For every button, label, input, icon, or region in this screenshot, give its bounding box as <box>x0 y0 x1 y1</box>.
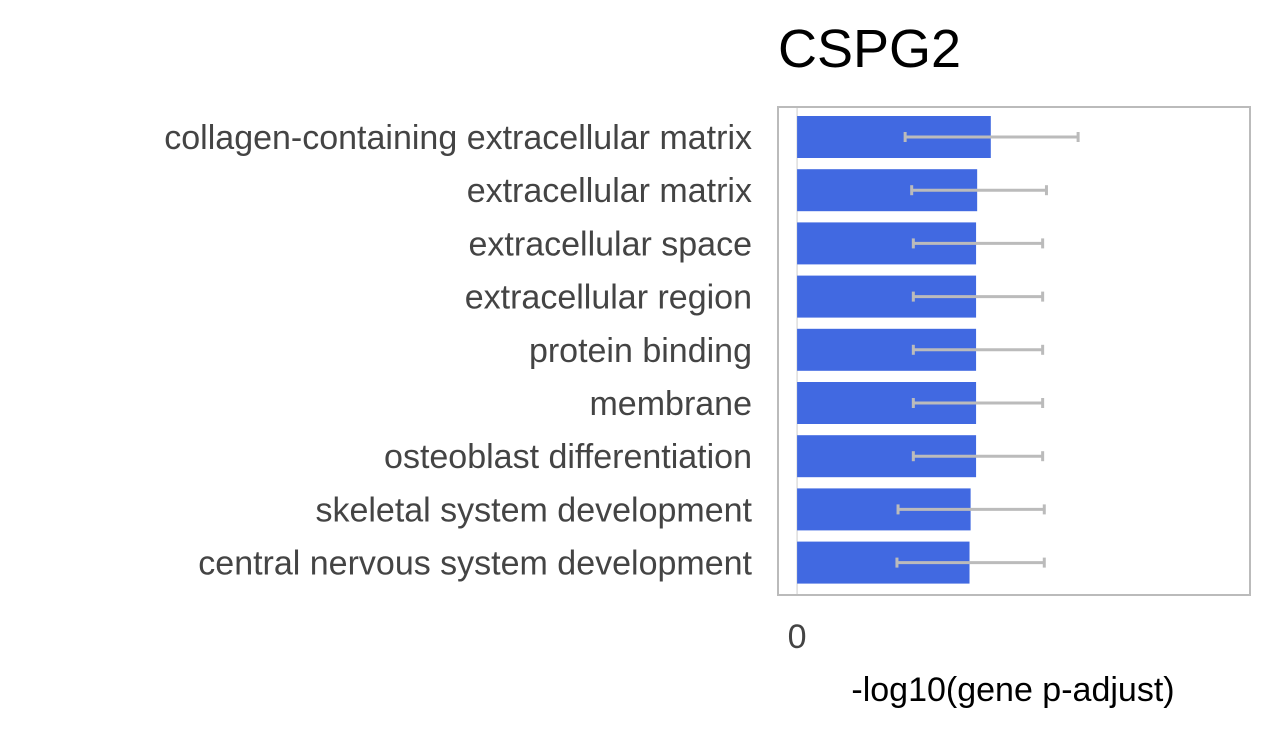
category-label: collagen-containing extracellular matrix <box>164 119 752 157</box>
category-label: osteoblast differentiation <box>384 438 752 476</box>
category-label: central nervous system development <box>198 545 752 583</box>
category-label: skeletal system development <box>315 491 752 529</box>
plot-area <box>777 106 1251 596</box>
category-label: membrane <box>589 385 752 423</box>
x-axis-ticks: 0 <box>788 618 807 656</box>
x-tick-label: 0 <box>788 618 807 656</box>
category-label: extracellular matrix <box>467 172 752 210</box>
category-labels: collagen-containing extracellular matrix… <box>164 119 752 583</box>
chart-title: CSPG2 <box>778 19 961 79</box>
category-label: extracellular region <box>465 279 752 317</box>
x-axis-label: -log10(gene p-adjust) <box>851 671 1174 709</box>
category-label: protein binding <box>529 332 752 370</box>
category-label: extracellular space <box>469 225 752 263</box>
